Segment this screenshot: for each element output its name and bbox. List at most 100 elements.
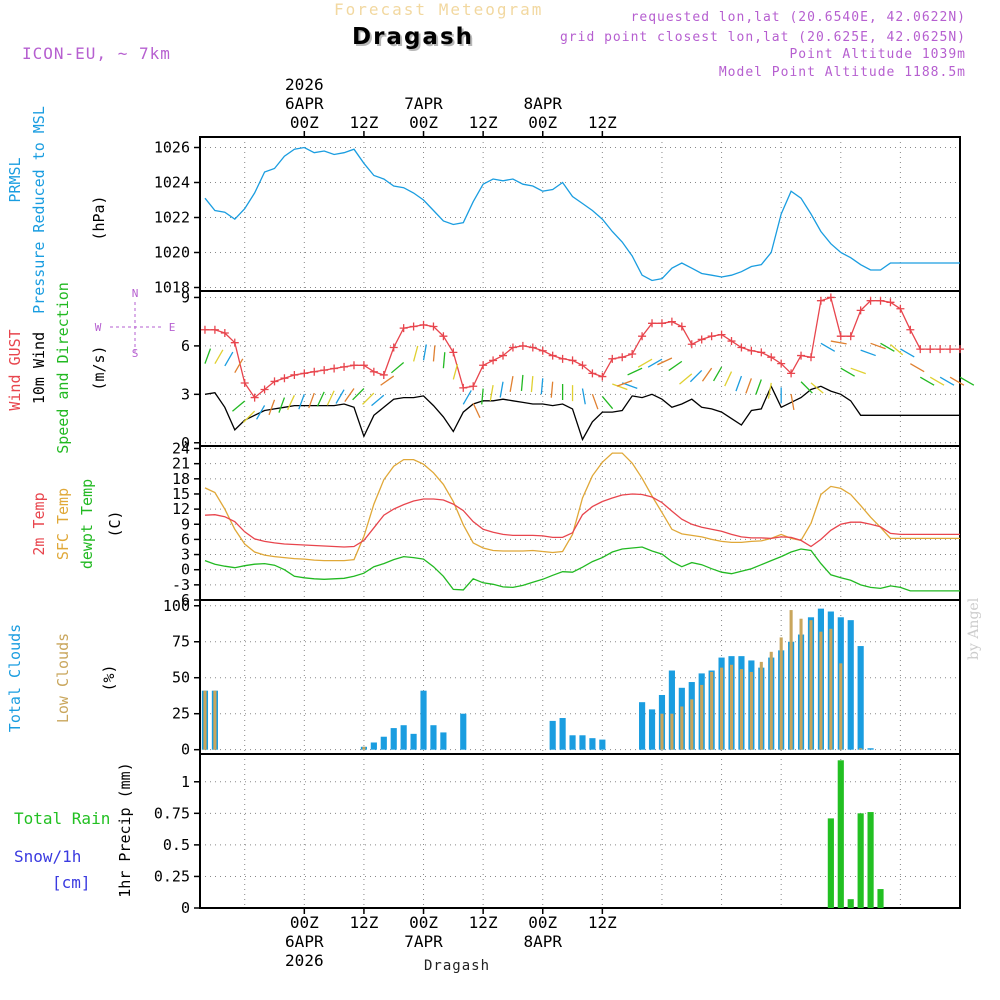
precip-ytick-label: 0.25	[154, 867, 190, 885]
pressure-ytick-label: 1020	[154, 244, 190, 262]
wind-gust-marker	[777, 359, 786, 368]
wind-gust-marker	[499, 351, 508, 360]
rain-bar	[827, 818, 834, 908]
pressure-axis-title: (hPa)	[90, 195, 108, 240]
wind-direction-arrow	[713, 366, 723, 382]
wind-direction-arrow	[939, 376, 955, 386]
total-clouds-bar	[420, 690, 427, 750]
wind-gust-marker	[886, 298, 895, 307]
wind-direction-arrow	[850, 367, 866, 375]
top-time-label: 12Z	[349, 113, 378, 132]
low-clouds-bar	[789, 610, 793, 750]
wind-gust-marker	[797, 351, 806, 360]
wind-gust-marker	[836, 332, 845, 341]
wind-gust-marker	[250, 393, 259, 402]
wind-direction-arrow	[278, 397, 286, 413]
total-clouds-bar	[380, 736, 387, 750]
wind-direction-arrow	[432, 345, 436, 362]
clouds-ytick-label: 75	[172, 633, 190, 651]
wind-direction-arrow	[256, 405, 266, 420]
wind-direction-arrow	[689, 369, 703, 383]
wind-gust-marker	[667, 317, 676, 326]
top-time-label: 2026	[285, 75, 324, 94]
wind-gust-marker	[767, 353, 776, 362]
low-clouds-bar	[739, 669, 743, 750]
low-clouds-bar	[819, 631, 823, 750]
wind-gust-marker	[389, 343, 398, 352]
wind-axis-title: (m/s)	[90, 345, 108, 390]
wind-gust-marker	[359, 361, 368, 370]
sfc-temp-line	[204, 452, 960, 562]
wind-gust-marker	[230, 338, 239, 347]
total-clouds-bar	[639, 702, 646, 750]
temperature-ytick-label: 24	[172, 440, 190, 458]
low-clouds-bar	[700, 684, 704, 750]
wind-direction-arrow	[316, 391, 325, 407]
wind-gust-marker	[439, 332, 448, 341]
total-clouds-bar	[400, 725, 407, 750]
wind-gust-marker	[310, 367, 319, 376]
meteogram-title: Forecast Meteogram	[334, 0, 544, 19]
wind-gust-marker	[697, 335, 706, 344]
total-clouds-bar	[549, 720, 556, 750]
clouds-ytick-label: 25	[172, 705, 190, 723]
wind-direction-arrow	[462, 390, 472, 405]
wind-gust-marker	[866, 296, 875, 305]
wind-gust-marker	[946, 345, 955, 354]
pressure-axis-title: PRMSL	[6, 157, 24, 202]
bottom-time-label: 12Z	[469, 913, 498, 932]
wind-gust-marker	[548, 351, 557, 360]
wind-direction-arrow	[919, 376, 935, 386]
pressure-frame	[199, 136, 961, 292]
wind-direction-arrow	[627, 367, 643, 376]
pressure-ytick-label: 1026	[154, 139, 190, 157]
wind-gust-marker	[210, 325, 219, 334]
wind-direction-arrow	[581, 388, 586, 405]
wind-direction-arrow	[701, 367, 713, 382]
wind-direction-arrow	[442, 352, 446, 369]
total-clouds-bar	[648, 709, 656, 750]
low-clouds-bar	[203, 690, 207, 750]
wind-gust-marker	[926, 345, 935, 354]
wind-direction-arrow	[840, 367, 855, 377]
requested-coords: requested lon,lat (20.6540E, 42.0622N)	[630, 10, 966, 25]
wind-direction-arrow	[591, 393, 599, 410]
clouds-axis-title: Low Clouds	[54, 633, 72, 723]
temperature-ytick-label: 18	[172, 470, 190, 488]
precip-snow-unit: [cm]	[52, 873, 91, 892]
wind-gust-marker	[816, 296, 825, 305]
wind-gust-marker	[419, 320, 428, 329]
wind-direction-arrow	[929, 376, 945, 386]
wind-direction-arrow	[335, 389, 345, 404]
wind-direction-arrow	[790, 394, 795, 411]
wind-direction-arrow	[326, 390, 335, 406]
temperature-ytick-label: -6	[172, 591, 190, 609]
low-clouds-bar	[799, 618, 803, 750]
wind-direction-arrow	[371, 394, 385, 407]
wind-direction-arrow	[880, 342, 895, 352]
low-clouds-bar	[213, 690, 217, 750]
wind-direction-arrow	[679, 373, 693, 385]
wind-direction-arrow	[287, 395, 295, 411]
total-clouds-bar	[390, 728, 397, 750]
low-clouds-bar	[839, 663, 843, 750]
top-time-label: 00Z	[290, 113, 319, 132]
wind-direction-arrow	[540, 378, 544, 395]
wind-direction-arrow	[860, 349, 876, 357]
temperature-ytick-label: 3	[181, 546, 190, 564]
rain-bar	[867, 812, 874, 908]
wind-gust-marker	[260, 385, 269, 394]
wind-gust-marker	[349, 361, 358, 370]
low-clouds-bar	[670, 713, 674, 750]
temperature-axis-title: SFC Temp	[54, 488, 72, 560]
clouds-axis-title: Total Clouds	[6, 624, 24, 732]
wind-direction-arrow	[268, 399, 276, 416]
wind-direction-arrow	[949, 376, 965, 386]
wind-direction-arrow	[668, 360, 683, 372]
bottom-time-label: 2026	[285, 951, 324, 970]
wind-direction-arrow	[612, 383, 628, 391]
bottom-time-label: 8APR	[523, 932, 562, 951]
wind-speed-line	[204, 384, 960, 442]
pressure-line	[204, 146, 960, 282]
clouds-ytick-label: 50	[172, 669, 190, 687]
